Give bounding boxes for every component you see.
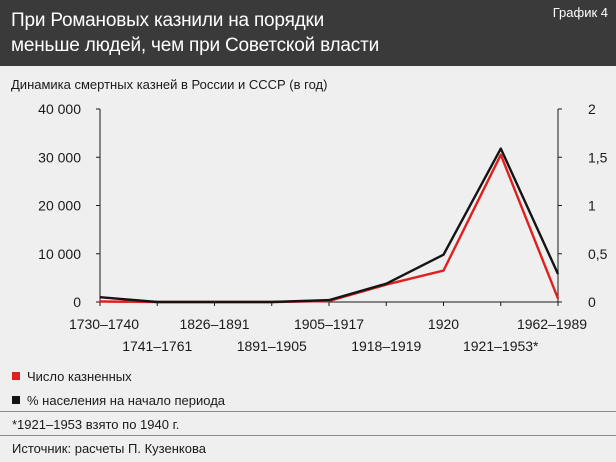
left-axis-tick-label: 20 000 [38,198,81,214]
x-axis-category-label: 1962–1989 [517,316,587,332]
legend-item-executed: Число казненных [12,364,225,388]
series-line-percent [99,147,560,304]
chart-number-badge: График 4 [552,5,608,20]
title-line-1: При Романовых казнили на порядки [11,10,325,31]
legend-item-percent: % населения на начало периода [12,388,225,412]
series-line-executed [99,153,560,304]
legend-label-executed: Число казненных [27,368,132,384]
title-line-2: меньше людей, чем при Советской власти [11,35,380,56]
line-chart: 0 10 000 20 000 30 000 40 000 0 0,5 1 1,5 2 1730–1… [38,101,608,354]
x-axis-category-label: 1741–1761 [122,338,192,354]
legend-swatch-black [12,396,20,404]
right-axis-tick-label: 1,5 [588,149,608,165]
x-axis-category-label: 1920 [428,316,459,332]
legend-swatch-red [12,372,20,380]
left-axis-tick-label: 0 [73,294,81,310]
divider-2 [0,435,616,436]
header-bar: При Романовых казнили на порядки меньше … [0,0,616,66]
x-axis-category-label: 1730–1740 [69,316,139,332]
right-axis-tick-label: 0 [588,294,596,310]
right-axis-tick-label: 0,5 [588,246,608,262]
left-axis-tick-label: 40 000 [38,101,81,117]
x-axis-category-label: 1918–1919 [351,338,421,354]
chart-title: При Романовых казнили на порядки меньше … [11,8,481,58]
legend-label-percent: % населения на начало периода [27,392,226,408]
footnote: *1921–1953 взято по 1940 г. [12,417,180,432]
legend: Число казненных % населения на начало пе… [12,364,225,412]
x-axis-category-label: 1891–1905 [237,338,307,354]
x-axis-category-label: 1826–1891 [179,316,249,332]
left-axis-tick-label: 30 000 [38,149,81,165]
left-axis-tick-label: 10 000 [38,246,81,262]
source-note: Источник: расчеты П. Кузенкова [12,441,206,456]
chart-subtitle: Динамика смертных казней в России и СССР… [11,77,328,92]
right-axis-tick-label: 2 [588,101,596,117]
x-axis-category-label: 1905–1917 [294,316,364,332]
right-axis-tick-label: 1 [588,198,596,214]
divider-1 [0,411,616,412]
x-axis-category-label: 1921–1953* [463,338,539,354]
